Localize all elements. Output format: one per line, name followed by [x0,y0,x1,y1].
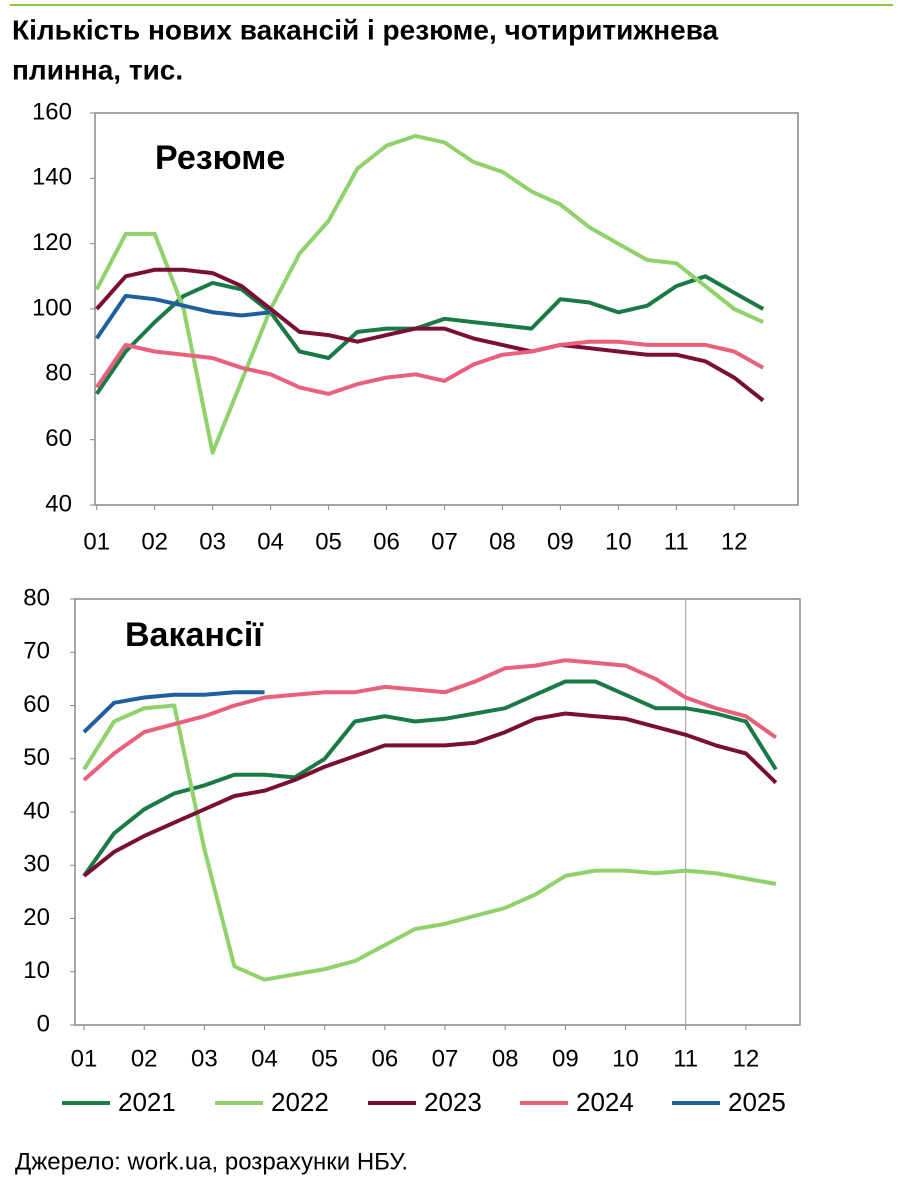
y-tick-label: 100 [32,294,72,321]
y-tick-label: 140 [32,164,72,191]
y-tick-label: 60 [23,691,50,718]
y-tick-label: 160 [32,98,72,125]
series-line [94,133,765,455]
series-line [82,658,778,782]
plot-frame [74,598,801,1026]
x-tick-label: 07 [431,528,458,555]
y-tick-label: 60 [45,425,72,452]
y-tick-label: 40 [23,797,50,824]
y-tick-label: 70 [23,638,50,665]
x-tick-label: 02 [131,1045,158,1072]
x-tick-label: 04 [251,1045,278,1072]
x-tick-label: 10 [605,528,632,555]
x-tick-label: 02 [141,528,168,555]
y-tick-label: 30 [23,851,50,878]
x-tick-label: 11 [673,1045,698,1072]
panel-label: Вакансії [125,616,264,654]
series-line [95,274,765,396]
x-tick-label: 09 [552,1045,579,1072]
series-line [82,703,777,982]
panel-label: Резюме [155,139,285,177]
x-tick-label: 05 [311,1045,338,1072]
x-tick-label: 06 [372,1045,399,1072]
series-line [95,267,765,403]
series-line [95,293,271,340]
legend-label: 2025 [728,1087,786,1117]
x-tick-label: 01 [71,1045,98,1072]
series-line [95,339,765,396]
series-line [82,679,778,878]
x-tick-label: 03 [191,1045,218,1072]
x-tick-label: 10 [612,1045,639,1072]
y-tick-label: 10 [23,957,50,984]
y-tick-label: 50 [23,744,50,771]
legend-label: 2023 [424,1087,482,1117]
y-tick-label: 40 [45,490,72,517]
x-tick-label: 12 [732,1045,759,1072]
x-tick-label: 08 [492,1045,519,1072]
y-tick-label: 120 [32,229,72,256]
legend-label: 2021 [118,1087,176,1117]
x-tick-label: 08 [489,528,516,555]
x-tick-label: 07 [432,1045,459,1072]
y-tick-label: 80 [23,584,50,611]
x-tick-label: 03 [199,528,226,555]
series-line [82,690,265,734]
title: Кількість нових вакансій і резюме, чотир… [12,14,719,45]
legend-label: 2024 [576,1087,634,1117]
y-tick-label: 80 [45,360,72,387]
x-tick-label: 04 [257,528,284,555]
y-tick-label: 20 [23,904,50,931]
x-tick-label: 11 [664,528,689,555]
series-line [82,711,778,878]
source: Джерело: work.ua, розрахунки НБУ. [15,1148,408,1175]
y-tick-label: 0 [37,1010,50,1037]
x-tick-label: 09 [547,528,574,555]
x-tick-label: 01 [83,528,110,555]
x-tick-label: 06 [373,528,400,555]
x-tick-label: 05 [315,528,342,555]
legend-label: 2022 [271,1087,329,1117]
title: плинна, тис. [12,54,183,85]
x-tick-label: 12 [721,528,748,555]
